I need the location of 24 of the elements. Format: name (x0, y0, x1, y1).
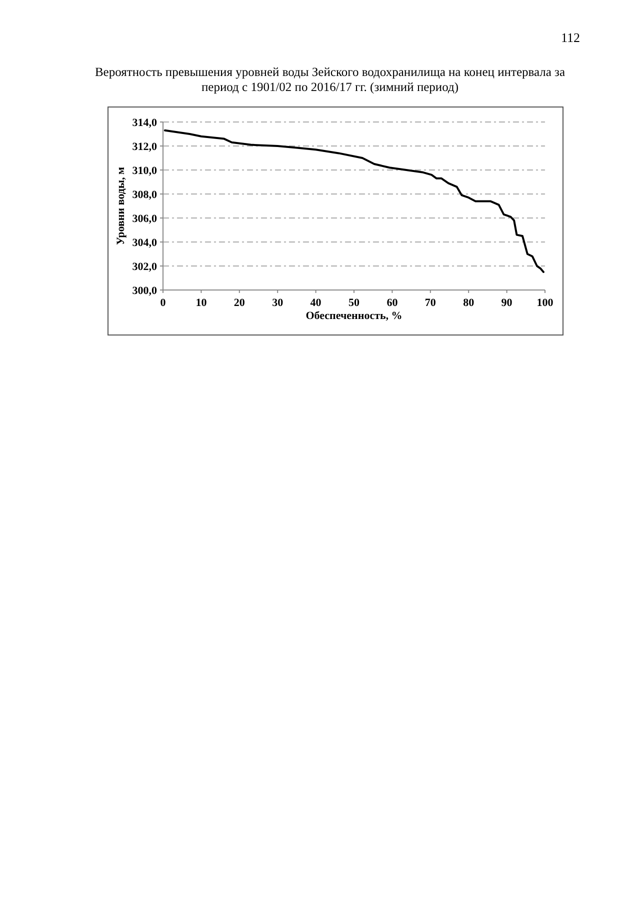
x-tick-label: 90 (501, 297, 513, 309)
x-tick-label: 70 (424, 297, 436, 309)
y-tick-label: 314,0 (132, 117, 158, 129)
x-tick-label: 20 (234, 297, 246, 309)
y-tick-label: 300,0 (132, 285, 158, 297)
y-tick-label: 304,0 (132, 237, 158, 249)
x-tick-label: 60 (386, 297, 398, 309)
x-tick-label: 40 (310, 297, 322, 309)
y-tick-label: 310,0 (132, 165, 158, 177)
y-tick-label: 308,0 (132, 189, 158, 201)
x-tick-label: 30 (272, 297, 284, 309)
text: 112 (560, 30, 580, 45)
x-tick-label: 100 (536, 297, 554, 309)
y-tick-label: 302,0 (132, 261, 158, 273)
x-tick-label: 0 (160, 297, 166, 309)
y-tick-label: 306,0 (132, 213, 158, 225)
x-tick-label: 80 (463, 297, 475, 309)
x-axis-title: Обеспеченность, % (306, 310, 402, 322)
y-tick-label: 312,0 (132, 141, 158, 153)
line-series (164, 129, 544, 273)
y-axis-title: Уровни воды, м (115, 166, 127, 246)
chart-title: Вероятность превышения уровней воды Зейского водохранилища на конец интервала за период с 1901/02 по 2016/17 гг. (зимний период) (94, 65, 566, 94)
x-tick-label: 50 (348, 297, 360, 309)
x-tick-label: 10 (196, 297, 208, 309)
